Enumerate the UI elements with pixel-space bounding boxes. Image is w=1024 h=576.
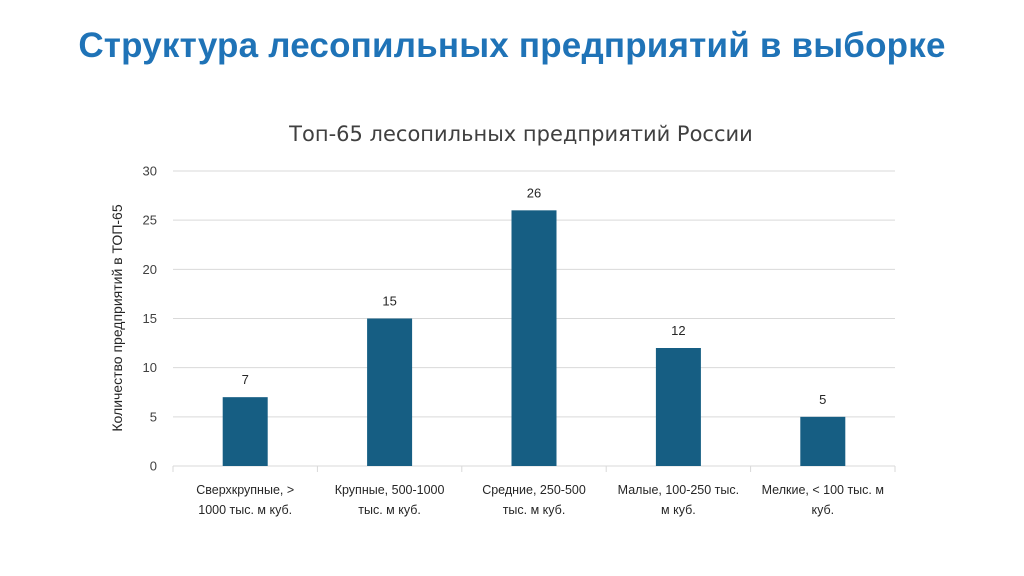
bar [800, 416, 846, 466]
x-category-label-line: тыс. м куб. [358, 503, 421, 517]
y-tick-label: 0 [150, 459, 157, 474]
x-category-label-line: тыс. м куб. [503, 503, 566, 517]
slide-title: Структура лесопильных предприятий в выбо… [78, 26, 946, 65]
y-tick-label: 5 [150, 409, 157, 424]
x-category-label-line: Малые, 100-250 тыс. [618, 483, 739, 497]
x-category-label-line: 1000 тыс. м куб. [198, 503, 292, 517]
x-category-label-line: Сверхкрупные, > [196, 483, 294, 497]
x-category-label: Мелкие, < 100 тыс. м куб. [762, 483, 884, 517]
x-category-label-line: Средние, 250-500 [482, 483, 586, 497]
y-tick-label: 20 [143, 262, 157, 277]
bars [222, 210, 846, 466]
x-category-label: Крупные, 500-1000 тыс. м куб. [335, 483, 445, 517]
x-category-label: Малые, 100-250 тыс. м куб. [618, 483, 739, 517]
y-axis-title: Количество предприятий в ТОП-65 [109, 204, 125, 431]
data-label: 7 [242, 372, 249, 387]
x-axis-categories: Сверхкрупные, > 1000 тыс. м куб. Крупные, … [196, 483, 884, 517]
y-axis-ticks: 0 5 10 15 20 25 30 [143, 164, 157, 474]
x-category-label-line: куб. [811, 503, 834, 517]
chart-title: Топ-65 лесопильных предприятий России [288, 122, 753, 146]
data-label: 12 [671, 323, 685, 338]
data-label: 5 [819, 392, 826, 407]
data-label: 26 [527, 185, 541, 200]
x-category-label-line: Мелкие, < 100 тыс. м [762, 483, 884, 497]
bar [655, 348, 701, 466]
y-tick-label: 15 [143, 311, 157, 326]
data-label: 15 [382, 294, 396, 309]
bar [511, 210, 557, 466]
x-category-label-line: Крупные, 500-1000 [335, 483, 445, 497]
x-category-label: Сверхкрупные, > 1000 тыс. м куб. [196, 483, 294, 517]
x-category-label: Средние, 250-500 тыс. м куб. [482, 483, 586, 517]
data-labels: 7 15 26 12 5 [242, 185, 827, 407]
bar [367, 318, 413, 466]
y-tick-label: 25 [143, 213, 157, 228]
y-tick-label: 30 [143, 164, 157, 179]
y-tick-label: 10 [143, 360, 157, 375]
x-category-label-line: м куб. [661, 503, 696, 517]
bar [222, 397, 268, 466]
